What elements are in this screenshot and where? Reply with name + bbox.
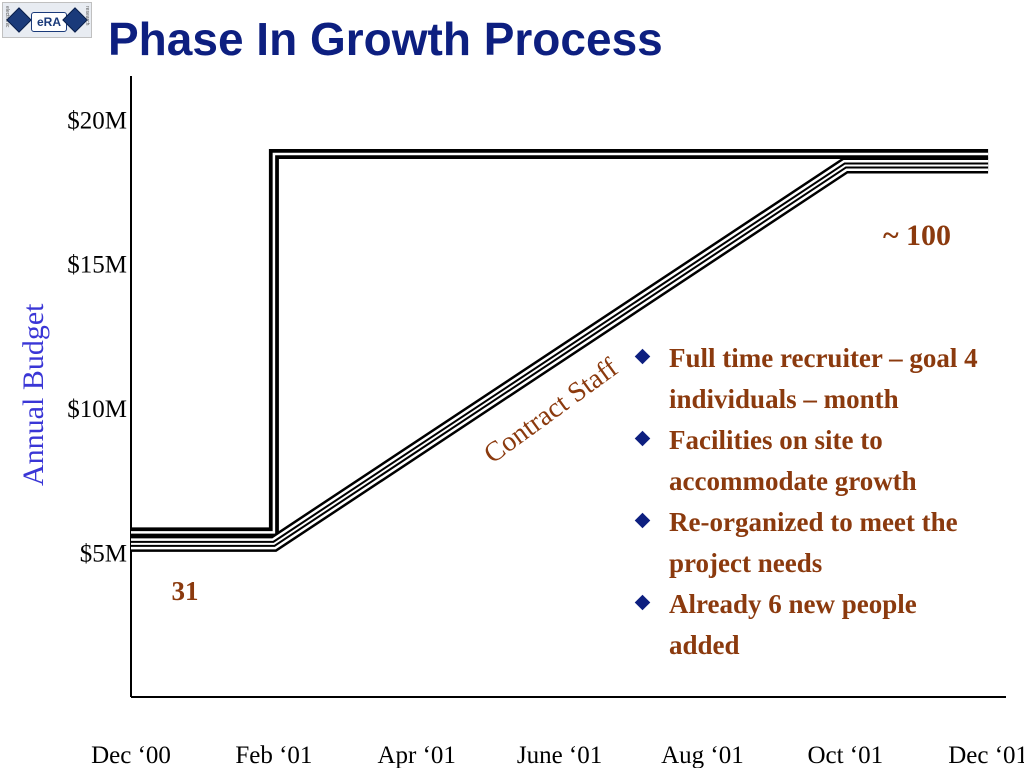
logo-right-tagline: research (84, 6, 90, 26)
era-logo: electronic eRA research (2, 2, 92, 38)
bullet-text: Re-organized to meet the project needs (669, 507, 958, 578)
x-tick-label: Oct ‘01 (807, 742, 883, 768)
series-1-line (131, 149, 989, 538)
bullet-list: Full time recruiter – goal 4 individuals… (632, 338, 992, 666)
logo-text: eRA (31, 12, 67, 32)
x-tick-labels: Dec ‘00 Feb ‘01 Apr ‘01 June ‘01 Aug ‘01 Oct … (91, 742, 1024, 768)
end-count-label: ~ 100 (883, 219, 951, 252)
series-2-line (131, 157, 989, 552)
bullet-item: Re-organized to meet the project needs (632, 502, 992, 584)
bullet-item: Full time recruiter – goal 4 individuals… (632, 338, 992, 420)
y-tick-labels: $5M $10M $15M $20M (67, 107, 127, 567)
y-tick-label: $5M (80, 541, 127, 568)
page-title: Phase In Growth Process (108, 13, 663, 65)
y-tick-label: $20M (67, 107, 127, 134)
bullet-text: Full time recruiter – goal 4 individuals… (669, 343, 978, 414)
diamond-bullet-icon (634, 430, 651, 447)
x-tick-label: Apr ‘01 (377, 742, 455, 768)
x-tick-label: Dec ‘01 (948, 742, 1024, 768)
x-tick-label: Feb ‘01 (235, 742, 312, 768)
y-tick-label: $10M (67, 396, 127, 423)
x-tick-label: Aug ‘01 (661, 742, 744, 768)
y-tick-label: $15M (67, 252, 127, 279)
start-count-label: 31 (172, 576, 199, 606)
series-lines (131, 149, 989, 552)
diamond-bullet-icon (634, 594, 651, 611)
chart-axes (130, 76, 1006, 698)
diamond-bullet-icon (634, 348, 651, 365)
x-tick-label: Dec ‘00 (91, 742, 171, 768)
logo-left-tagline: electronic (4, 6, 10, 28)
bullet-text: Facilities on site to accommodate growth (669, 425, 917, 496)
bullet-text: Already 6 new people added (669, 589, 917, 660)
x-tick-label: June ‘01 (517, 742, 602, 768)
bullet-item: Facilities on site to accommodate growth (632, 420, 992, 502)
diamond-bullet-icon (634, 512, 651, 529)
bullet-item: Already 6 new people added (632, 584, 992, 666)
